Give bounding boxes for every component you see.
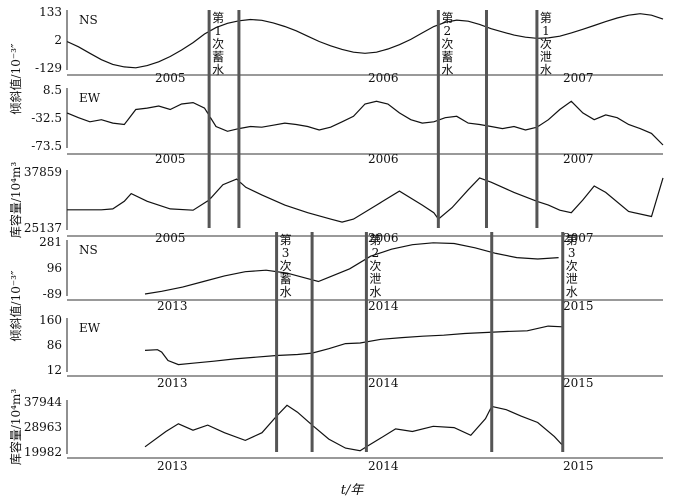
event-label-char: 第: [566, 233, 578, 247]
series-line-g1-p0: [144, 242, 559, 295]
event-label-char: 第: [441, 11, 453, 25]
y-tick-label: -32.5: [31, 111, 62, 125]
event-label-char: 水: [369, 285, 381, 299]
year-label: 2015: [563, 376, 594, 390]
series-line-g0-p2: [67, 177, 664, 223]
event-label-char: 3: [568, 246, 576, 260]
year-label: 2013: [157, 459, 188, 473]
y-tick-label: 12: [47, 363, 62, 377]
event-label-char: 第: [540, 11, 552, 25]
event-label-char: 次: [441, 37, 453, 51]
year-label: 2006: [368, 231, 399, 245]
year-label: 2007: [563, 71, 594, 85]
event-label-char: 第: [369, 233, 381, 247]
event-label-char: 泄: [369, 272, 381, 286]
y-axis-label: 倾斜值/10⁻³″: [8, 270, 23, 341]
y-tick-label: -73.5: [31, 139, 62, 153]
event-label-char: 蓄: [441, 50, 453, 64]
event-label-char: 次: [566, 259, 578, 273]
y-axis-label: 库容量/10⁴m³: [8, 162, 23, 239]
year-label: 2005: [155, 71, 186, 85]
event-label-char: 蓄: [280, 272, 292, 286]
event-label-char: 2: [444, 24, 452, 38]
component-label-ew: EW: [79, 91, 101, 105]
event-label-char: 水: [441, 63, 453, 77]
component-label-ns: NS: [79, 243, 98, 257]
year-label: 2005: [155, 152, 186, 166]
x-axis-label: t/年: [341, 483, 366, 498]
year-label: 2014: [368, 376, 399, 390]
series-line-g0-p0: [66, 13, 664, 69]
year-label: 2005: [155, 231, 186, 245]
y-axis-label: 库容量/10⁴m³: [8, 389, 23, 466]
year-label: 2013: [157, 299, 188, 313]
y-tick-label: 281: [39, 235, 62, 249]
event-label-char: 1: [214, 24, 222, 38]
event-label-char: 泄: [566, 272, 578, 286]
event-label-char: 水: [212, 63, 224, 77]
y-tick-label: 96: [47, 261, 62, 275]
event-label-char: 水: [566, 285, 578, 299]
y-tick-label: 19982: [24, 445, 62, 459]
year-label: 2006: [368, 152, 399, 166]
event-label-char: 次: [540, 37, 552, 51]
y-tick-label: 86: [47, 338, 62, 352]
event-label-char: 2: [372, 246, 380, 260]
series-line-g1-p1: [144, 325, 563, 366]
y-tick-label: 160: [39, 313, 62, 327]
y-tick-label: -129: [35, 61, 62, 75]
event-label-char: 3: [282, 246, 290, 260]
year-label: 2007: [563, 152, 594, 166]
year-label: 2014: [368, 299, 399, 313]
series-line-g0-p1: [66, 100, 664, 146]
y-tick-label: 37944: [24, 395, 63, 409]
event-label-char: 水: [280, 285, 292, 299]
event-label-char: 蓄: [212, 50, 224, 64]
year-label: 2015: [563, 299, 594, 313]
event-label-char: 次: [369, 259, 381, 273]
year-label: 2015: [563, 459, 594, 473]
event-label-char: 泄: [540, 50, 552, 64]
event-label-char: 次: [280, 259, 292, 273]
y-tick-label: -89: [43, 287, 62, 301]
event-label-char: 第: [280, 233, 292, 247]
y-tick-label: 2: [54, 33, 62, 47]
event-label-char: 1: [542, 24, 550, 38]
y-tick-label: 8.5: [43, 83, 62, 97]
y-tick-label: 25137: [24, 221, 62, 235]
year-label: 2007: [563, 231, 594, 245]
series-line-g1-p2: [144, 404, 564, 452]
y-tick-label: 28963: [24, 420, 62, 434]
year-label: 2006: [368, 71, 399, 85]
year-label: 2013: [157, 376, 188, 390]
event-label-char: 次: [212, 37, 224, 51]
year-label: 2014: [368, 459, 399, 473]
y-axis-label: 倾斜值/10⁻³″: [8, 43, 23, 114]
event-label-char: 第: [212, 11, 224, 25]
y-tick-label: 133: [39, 5, 62, 19]
component-label-ns: NS: [79, 13, 98, 27]
y-tick-label: 37859: [24, 165, 62, 179]
event-label-char: 水: [540, 63, 552, 77]
component-label-ew: EW: [79, 321, 101, 335]
